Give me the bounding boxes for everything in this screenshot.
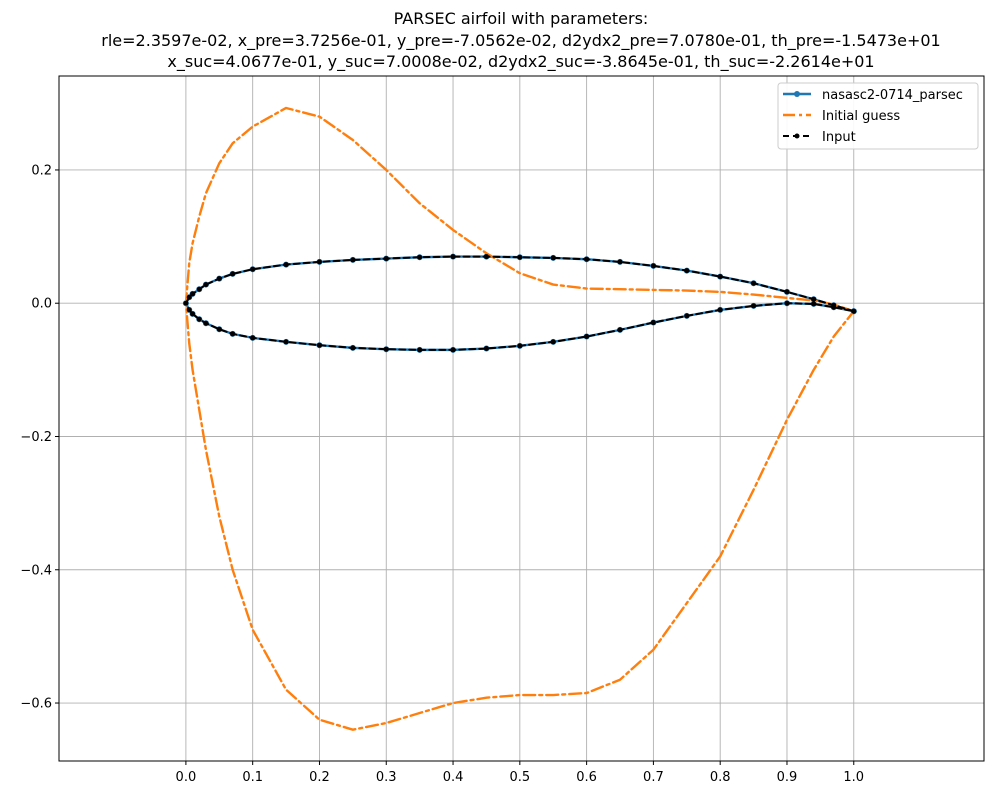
chart-title-line-2: rle=2.3597e-02, x_pre=3.7256e-01, y_pre=… [101, 31, 940, 51]
data-point [203, 320, 209, 326]
chart-title-line-1: PARSEC airfoil with parameters: [394, 9, 649, 28]
data-point [751, 280, 757, 286]
y-tick-label: −0.2 [20, 430, 52, 445]
data-point [811, 301, 817, 307]
plot-frame [58, 75, 985, 762]
data-point [717, 307, 723, 313]
y-tick-label: 0.2 [31, 163, 52, 178]
y-tick-label: −0.4 [20, 563, 52, 578]
data-point [417, 254, 423, 260]
data-point [617, 327, 623, 333]
data-point [650, 263, 656, 269]
data-point [717, 274, 723, 280]
x-tick-label: 0.5 [509, 770, 530, 785]
data-point [784, 300, 790, 306]
legend-marker [794, 91, 800, 97]
data-point [230, 271, 236, 277]
data-point [383, 346, 389, 352]
data-point [350, 345, 356, 351]
data-point [186, 307, 192, 313]
data-point [417, 347, 423, 353]
data-point [483, 254, 489, 260]
data-point [316, 259, 322, 265]
data-point [183, 300, 189, 306]
x-tick-label: 0.7 [643, 770, 664, 785]
legend-label: nasasc2-0714_parsec [822, 88, 963, 103]
legend: nasasc2-0714_parsec Initial guess Input [777, 82, 979, 150]
plot-area [59, 76, 984, 761]
data-point [316, 342, 322, 348]
series-layer [182, 106, 857, 731]
data-point [250, 266, 256, 272]
data-point [383, 256, 389, 262]
data-point [283, 262, 289, 268]
data-point [851, 308, 857, 314]
x-tick-label: 0.2 [309, 770, 330, 785]
data-point [617, 259, 623, 265]
data-point [811, 296, 817, 302]
data-point [450, 347, 456, 353]
x-tick-label: 1.0 [843, 770, 864, 785]
data-point [196, 316, 202, 322]
data-point [784, 289, 790, 295]
data-point [650, 320, 656, 326]
chart-title-line-3: x_suc=4.0677e-01, y_suc=7.0008e-02, d2yd… [167, 52, 874, 72]
legend-label: Initial guess [822, 109, 900, 124]
grid-lines [59, 76, 984, 761]
x-tick-label: 0.4 [443, 770, 464, 785]
data-point [450, 254, 456, 260]
data-point [831, 304, 837, 310]
x-tick-label: 0.0 [176, 770, 197, 785]
data-point [584, 334, 590, 340]
data-point [203, 282, 209, 288]
data-point [483, 346, 489, 352]
series-2 [183, 254, 857, 353]
data-point [751, 303, 757, 309]
x-tick-label: 0.8 [710, 770, 731, 785]
data-point [517, 343, 523, 349]
y-axis-ticks: −0.6 −0.4 −0.2 0.0 0.2 [20, 163, 59, 712]
x-tick-label: 0.9 [777, 770, 798, 785]
data-point [190, 311, 196, 317]
data-point [186, 294, 192, 300]
x-tick-label: 0.3 [376, 770, 397, 785]
data-point [350, 257, 356, 263]
y-tick-label: −0.6 [20, 697, 52, 712]
data-point [684, 313, 690, 319]
x-axis-ticks: 0.0 0.1 0.2 0.3 0.4 0.5 0.6 0.7 0.8 0.9 1.0 [176, 761, 864, 785]
y-tick-label: 0.0 [31, 297, 52, 312]
data-point [216, 276, 222, 282]
data-point [190, 291, 196, 297]
data-point [684, 268, 690, 274]
x-tick-label: 0.6 [576, 770, 597, 785]
data-point [196, 286, 202, 292]
data-point [550, 339, 556, 345]
legend-label: Input [822, 130, 856, 145]
x-tick-label: 0.1 [242, 770, 263, 785]
data-point [216, 326, 222, 332]
data-point [550, 255, 556, 261]
data-point [283, 339, 289, 345]
data-point [250, 335, 256, 341]
legend-marker [794, 133, 800, 139]
data-point [517, 254, 523, 260]
data-point [230, 331, 236, 337]
legend-box [777, 82, 979, 150]
data-point [584, 256, 590, 262]
